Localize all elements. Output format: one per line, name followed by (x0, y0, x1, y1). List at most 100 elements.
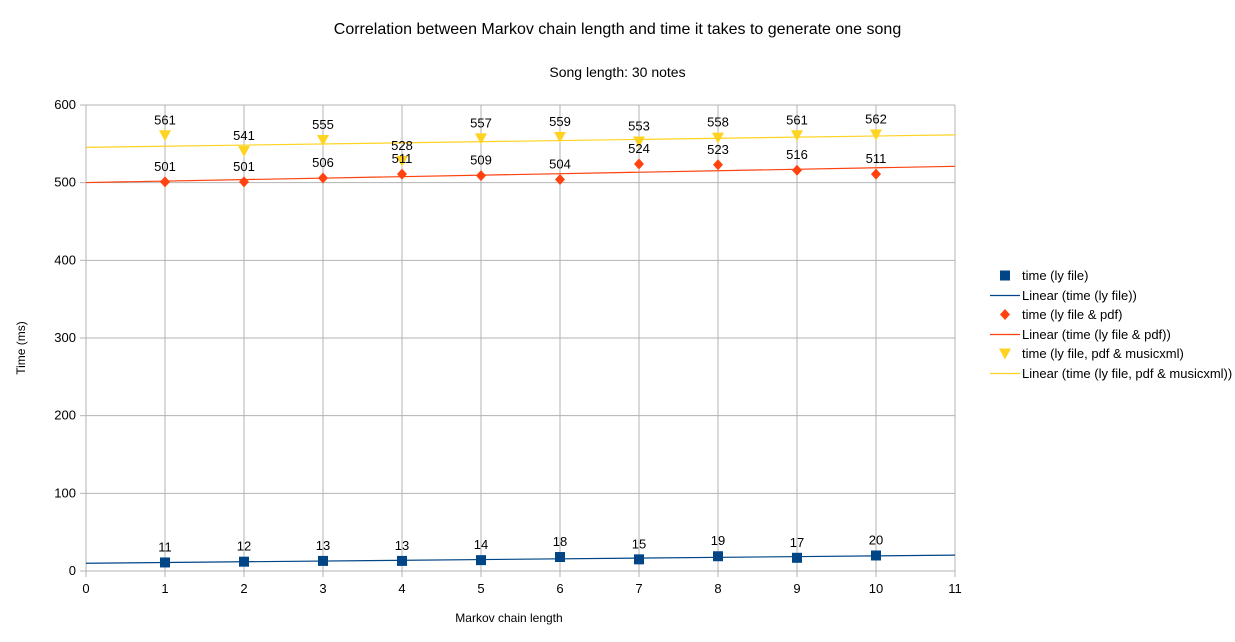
y-tick-label: 400 (54, 252, 76, 267)
data-label-series-3: 557 (470, 115, 492, 130)
legend-label: Linear (time (ly file, pdf & musicxml)) (1022, 365, 1233, 381)
legend: time (ly file) Linear (time (ly file)) tim… (988, 266, 1232, 383)
marker-series-2 (318, 172, 328, 184)
marker-series-3 (159, 130, 171, 142)
x-tick-label: 0 (82, 581, 89, 596)
data-label-series-2: 511 (392, 151, 413, 166)
legend-marker (999, 348, 1011, 360)
trendlines (85, 134, 956, 564)
legend-item-series-1: time (ly file) (988, 266, 1232, 286)
legend-marker (1000, 270, 1010, 281)
legend-marker-swatch (988, 305, 1022, 324)
data-label-series-3: 553 (628, 119, 650, 134)
data-label-series-2: 511 (866, 151, 887, 166)
marker-series-1 (555, 552, 565, 563)
data-label-series-2: 516 (786, 147, 808, 162)
marker-series-2 (476, 170, 486, 182)
data-label-series-2: 506 (312, 155, 334, 170)
marker-series-1 (871, 550, 881, 561)
marker-series-2 (871, 168, 881, 180)
data-label-series-2: 504 (549, 157, 571, 172)
chart-subtitle: Song length: 30 notes (549, 64, 686, 80)
marker-series-1 (239, 556, 249, 567)
y-tick-label: 500 (54, 175, 76, 190)
marker-series-3 (238, 145, 250, 157)
x-tick-label: 7 (635, 581, 642, 596)
data-label-series-1: 13 (316, 538, 330, 553)
data-label-series-1: 14 (474, 537, 488, 552)
x-tick-label: 4 (398, 581, 405, 596)
legend-line-swatch (988, 364, 1022, 383)
data-labels: 11 12 13 13 14 18 15 19 17 20 501 501 506 511 509 504 52… (154, 112, 887, 555)
marker-series-3 (396, 155, 408, 167)
marker-series-2 (555, 174, 565, 186)
marker-series-2 (792, 164, 802, 176)
x-axis-label: Markov chain length (455, 611, 563, 625)
marker-series-1 (634, 554, 644, 565)
x-tick-label: 8 (714, 581, 721, 596)
data-label-series-3: 558 (707, 115, 729, 130)
data-label-series-1: 11 (158, 539, 172, 554)
data-label-series-2: 501 (154, 159, 176, 174)
data-label-series-2: 509 (470, 153, 492, 168)
data-label-series-3: 561 (786, 112, 808, 127)
marker-series-1 (713, 551, 723, 562)
marker-series-1 (476, 555, 486, 566)
marker-series-3 (870, 129, 882, 141)
marker-series-2 (634, 158, 644, 170)
marker-series-1 (318, 555, 328, 566)
x-tick-label: 11 (948, 581, 962, 596)
data-label-series-1: 13 (395, 538, 409, 553)
y-tick-label: 100 (54, 485, 76, 500)
marker-series-3 (475, 133, 487, 145)
marker-series-1 (160, 557, 170, 568)
marker-series-1 (792, 552, 802, 563)
data-label-series-3: 528 (391, 138, 413, 153)
data-label-series-2: 523 (707, 142, 729, 157)
x-tick-label: 5 (477, 581, 484, 596)
data-label-series-3: 559 (549, 114, 571, 129)
data-label-series-2: 501 (233, 159, 255, 174)
marker-series-2 (713, 159, 723, 171)
marker-series-3 (712, 132, 724, 144)
data-label-series-3: 561 (154, 112, 176, 127)
legend-label: time (ly file, pdf & musicxml) (1022, 346, 1184, 362)
legend-item-series-2: time (ly file & pdf) (988, 305, 1232, 325)
marker-series-3 (791, 130, 803, 142)
y-tick-label: 0 (69, 563, 76, 578)
x-tick-label: 9 (793, 581, 800, 596)
y-tick-label: 600 (54, 97, 76, 112)
x-tick-label: 1 (161, 581, 168, 596)
chart-title: Correlation between Markov chain length … (333, 21, 902, 38)
x-tick-label: 3 (319, 581, 326, 596)
data-label-series-1: 17 (790, 535, 804, 550)
legend-item-trendline-2: Linear (time (ly file & pdf)) (988, 325, 1232, 345)
x-tick-label: 2 (240, 581, 247, 596)
data-label-series-1: 20 (869, 532, 883, 547)
marker-series-1 (397, 555, 407, 566)
x-tick-label: 10 (869, 581, 883, 596)
marker-series-2 (397, 168, 407, 180)
trendline-series-3 (85, 134, 956, 148)
legend-item-series-3: time (ly file, pdf & musicxml) (988, 344, 1232, 364)
data-label-series-3: 555 (312, 117, 334, 132)
y-tick-label: 200 (54, 408, 76, 423)
data-label-series-3: 541 (233, 128, 255, 143)
marker-series-3 (554, 131, 566, 143)
legend-item-trendline-1: Linear (time (ly file)) (988, 286, 1232, 306)
legend-label: time (ly file & pdf) (1022, 307, 1123, 323)
data-markers (159, 129, 882, 568)
x-tick-label: 6 (556, 581, 563, 596)
legend-marker-swatch (988, 344, 1022, 363)
legend-item-trendline-3: Linear (time (ly file, pdf & musicxml)) (988, 364, 1232, 384)
data-label-series-1: 15 (632, 536, 646, 551)
y-tick-label: 300 (54, 330, 76, 345)
data-label-series-1: 18 (553, 534, 567, 549)
marker-series-3 (317, 134, 329, 146)
marker-series-2 (239, 176, 249, 188)
marker-series-2 (160, 176, 170, 188)
legend-label: Linear (time (ly file & pdf)) (1022, 326, 1171, 342)
data-label-series-2: 524 (628, 141, 650, 156)
axes: 0 100 200 300 400 500 600 0 1 2 3 4 5 6 7 8 9 10 11 (54, 97, 961, 596)
